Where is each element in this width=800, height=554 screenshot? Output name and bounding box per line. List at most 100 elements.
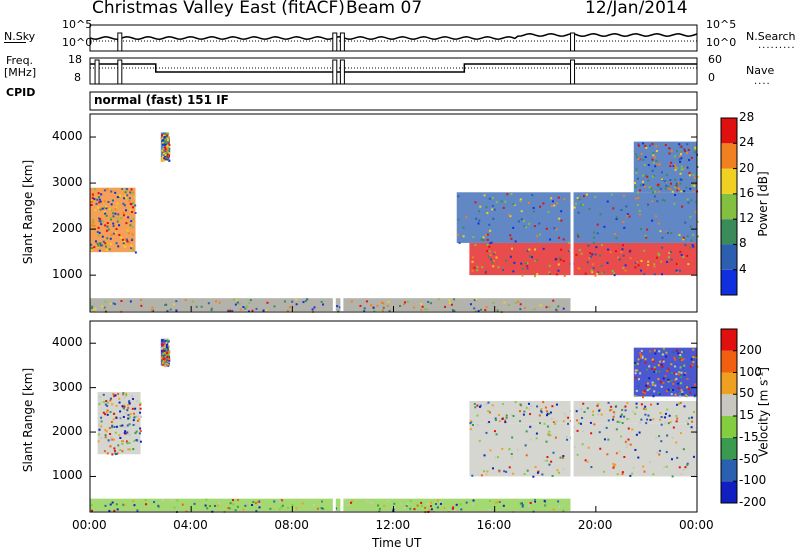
velocity-speckle [639, 352, 642, 355]
velocity-speckle [125, 394, 128, 397]
power-speckle [93, 246, 96, 249]
velocity-speckle [90, 509, 93, 512]
power-speckle [681, 205, 684, 208]
velocity-speckle [111, 403, 114, 406]
velocity-speckle [106, 409, 109, 412]
power-speckle [251, 309, 254, 312]
velocity-ytick-label-3: 4000 [52, 335, 83, 350]
velocity-speckle [607, 401, 610, 404]
power-speckle [283, 300, 286, 303]
power-speckle [97, 234, 100, 237]
power-speckle [165, 135, 168, 138]
power-speckle [485, 270, 488, 273]
velocity-speckle [526, 469, 529, 472]
velocity-speckle [680, 376, 683, 379]
power-speckle [683, 149, 686, 152]
velocity-speckle [654, 384, 657, 387]
velocity-speckle [483, 454, 486, 457]
power-speckle [532, 206, 535, 209]
velocity-speckle [487, 410, 490, 413]
velocity-speckle [681, 391, 684, 394]
velocity-speckle [691, 420, 694, 423]
power-speckle [106, 225, 109, 228]
velocity-speckle [670, 393, 673, 396]
velocity-speckle [498, 470, 501, 473]
velocity-speckle [669, 388, 672, 391]
power-speckle [420, 302, 423, 305]
power-speckle [522, 220, 525, 223]
power-speckle [102, 240, 105, 243]
velocity-region-5 [90, 498, 571, 512]
velocity-speckle [629, 474, 632, 477]
velocity-speckle [663, 466, 666, 469]
velocity-speckle [634, 395, 637, 398]
velocity-speckle [540, 411, 543, 414]
velocity-speckle [122, 407, 125, 410]
power-speckle [486, 250, 489, 253]
velocity-speckle [670, 458, 673, 461]
power-speckle [444, 305, 447, 308]
power-speckle [685, 186, 688, 189]
power-speckle [482, 236, 485, 239]
velocity-speckle [104, 504, 107, 507]
power-speckle [167, 132, 170, 135]
velocity-speckle [403, 506, 406, 509]
velocity-speckle [634, 376, 637, 379]
power-speckle [545, 306, 548, 309]
velocity-speckle [469, 428, 472, 431]
power-speckle [162, 159, 165, 162]
velocity-speckle [119, 424, 122, 427]
velocity-speckle [162, 350, 165, 353]
power-speckle [675, 269, 678, 272]
velocity-speckle [586, 407, 589, 410]
velocity-speckle [166, 363, 169, 366]
velocity-speckle [607, 419, 610, 422]
power-speckle [671, 190, 674, 193]
velocity-speckle [530, 405, 533, 408]
power-speckle [115, 206, 118, 209]
power-speckle [553, 227, 556, 230]
velocity-speckle [228, 507, 231, 510]
velocity-speckle [620, 435, 623, 438]
velocity-speckle [498, 414, 501, 417]
power-speckle [536, 235, 539, 238]
velocity-speckle [90, 504, 93, 507]
power-speckle [98, 231, 101, 234]
freq-panel-frame [89, 57, 698, 85]
velocity-speckle [651, 383, 654, 386]
power-speckle [166, 144, 169, 147]
power-speckle [542, 247, 545, 250]
velocity-speckle [113, 509, 116, 512]
power-speckle [652, 191, 655, 194]
power-speckle [638, 213, 641, 216]
velocity-speckle [663, 348, 666, 351]
power-speckle [643, 273, 646, 276]
power-speckle [651, 219, 654, 222]
power-speckle [99, 218, 102, 221]
power-speckle [166, 155, 169, 158]
power-speckle [625, 205, 628, 208]
velocity-speckle [165, 346, 168, 349]
velocity-speckle [124, 392, 127, 395]
power-speckle [668, 152, 671, 155]
velocity-speckle [616, 420, 619, 423]
power-speckle [474, 243, 477, 246]
power-speckle [556, 309, 559, 312]
velocity-speckle [666, 390, 669, 393]
power-speckle [638, 209, 641, 212]
power-speckle [675, 150, 678, 153]
velocity-speckle [673, 356, 676, 359]
velocity-speckle [653, 390, 656, 393]
velocity-speckle [680, 473, 683, 476]
power-speckle [476, 265, 479, 268]
power-speckle [161, 139, 164, 142]
velocity-speckle [113, 447, 116, 450]
power-speckle [123, 204, 126, 207]
power-speckle [661, 246, 664, 249]
power-speckle [658, 163, 661, 166]
velocity-speckle [434, 503, 437, 506]
power-speckle [529, 255, 532, 258]
power-speckle [688, 171, 691, 174]
power-speckle [647, 264, 650, 267]
velocity-speckle [684, 389, 687, 392]
